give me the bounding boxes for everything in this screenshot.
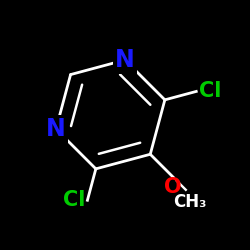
Text: O: O [164,177,182,197]
Text: Cl: Cl [62,190,85,210]
Text: N: N [115,48,135,72]
Text: CH₃: CH₃ [173,193,206,211]
Text: N: N [46,117,66,141]
Text: Cl: Cl [199,82,221,102]
